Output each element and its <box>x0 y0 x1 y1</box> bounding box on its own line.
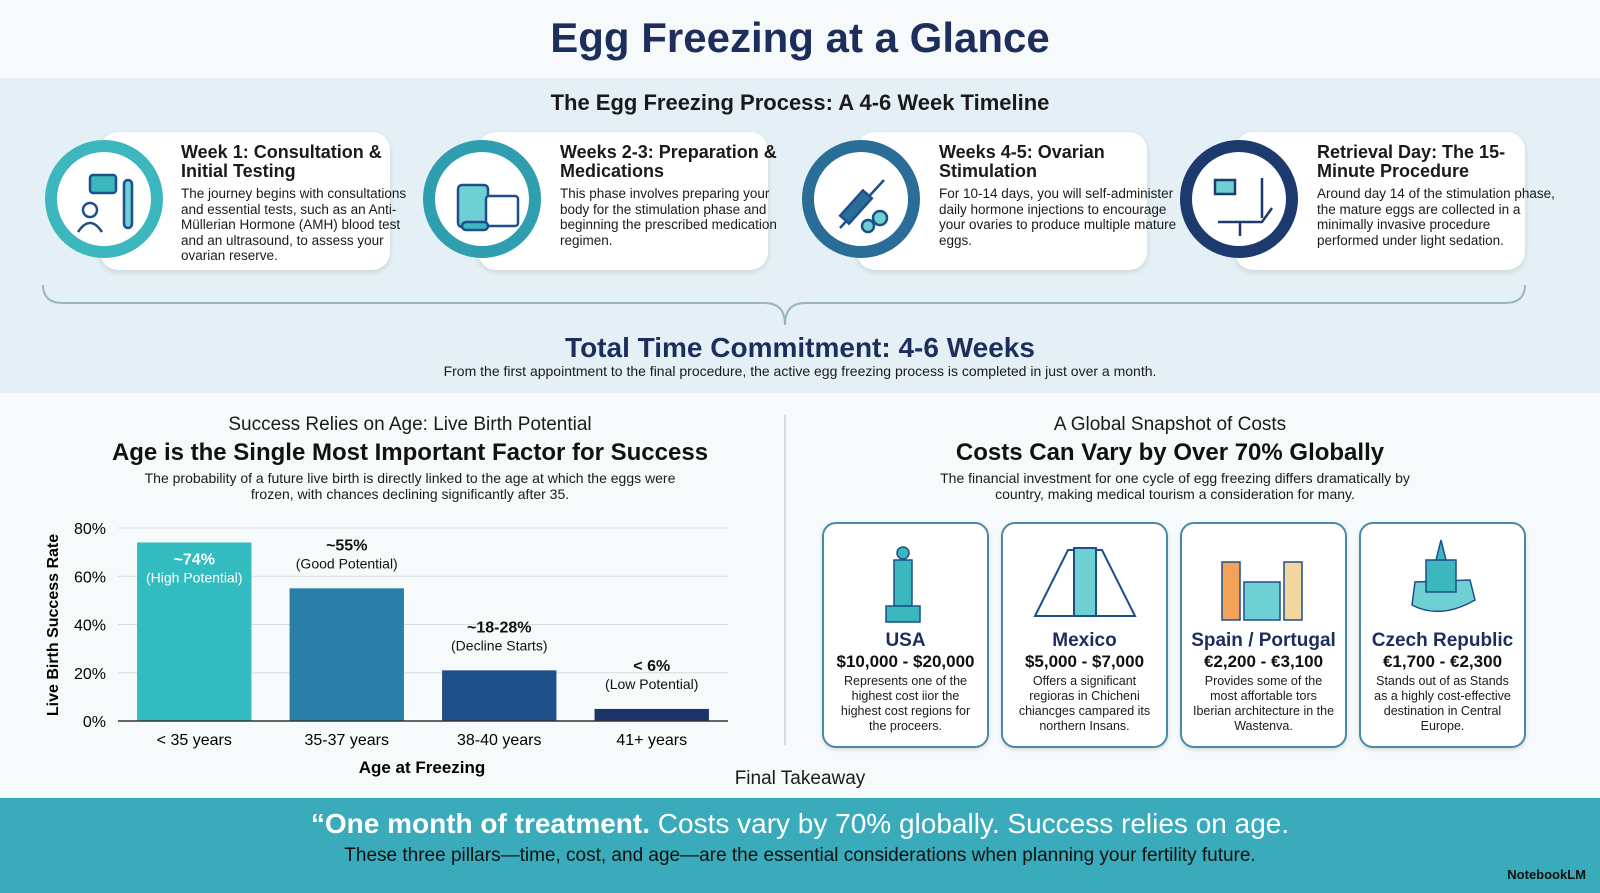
x-tick-label: 38-40 years <box>457 732 542 749</box>
step-text: Around day 14 of the stimulation phase, … <box>1317 186 1555 248</box>
x-tick-label: 41+ years <box>616 732 687 749</box>
country: Czech Republic <box>1371 630 1514 651</box>
value-label: ~18-28% <box>467 619 532 636</box>
quote-rest: Costs vary by 70% globally. Success reli… <box>657 808 1290 839</box>
costs-heading: Costs Can Vary by Over 70% Globally <box>955 439 1385 466</box>
step-text: This phase involves preparing your body … <box>560 186 777 248</box>
card-text: Provides some of the most affortable tor… <box>1192 674 1335 733</box>
icon-pyramid <box>1033 547 1137 617</box>
icon-buildings <box>1221 561 1303 621</box>
step-title: Weeks 4-5: Ovarian Stimulation <box>939 142 1105 181</box>
price: $5,000 - $7,000 <box>1024 652 1145 671</box>
bar <box>289 588 404 721</box>
y-tick-label: 80% <box>74 521 106 538</box>
price: €1,700 - €2,300 <box>1382 652 1503 671</box>
value-label: < 6% <box>633 658 670 675</box>
cost-card: Spain / Portugal €2,200 - €3,100 Provide… <box>1180 522 1347 748</box>
card-text: Represents one of the highest cost iior … <box>840 674 971 733</box>
y-axis-title: Live Birth Success Rate <box>45 534 62 716</box>
value-note: (Decline Starts) <box>451 637 547 653</box>
x-tick-label: < 35 years <box>157 732 232 749</box>
success-kicker: Success Relies on Age: Live Birth Potent… <box>228 414 592 435</box>
total-text: From the first appointment to the final … <box>443 363 1157 379</box>
footer-band <box>0 798 1600 893</box>
value-note: (High Potential) <box>146 569 243 585</box>
icon-liberty <box>885 546 921 623</box>
price: $10,000 - $20,000 <box>836 652 975 671</box>
success-heading: Age is the Single Most Important Factor … <box>111 439 709 466</box>
bar <box>442 670 557 721</box>
icon-retrieval <box>1213 178 1274 236</box>
value-label: ~74% <box>174 551 215 568</box>
card-text: Stands out of as Stands as a highly cost… <box>1374 674 1511 733</box>
timeline-brace <box>42 284 1526 326</box>
y-tick-label: 20% <box>74 666 106 683</box>
cost-card: Czech Republic €1,700 - €2,300 Stands ou… <box>1359 522 1526 748</box>
costs-text: The financial investment for one cycle o… <box>940 470 1410 502</box>
icon-injection <box>838 179 889 234</box>
step-title: Weeks 2-3: Preparation & Medications <box>560 142 777 181</box>
costs-kicker: A Global Snapshot of Costs <box>1053 414 1287 435</box>
value-label: ~55% <box>326 537 367 554</box>
x-axis-title: Age at Freezing <box>359 758 486 777</box>
price: €2,200 - €3,100 <box>1203 652 1324 671</box>
brand: NotebookLM <box>1507 867 1586 882</box>
step-text: The journey begins with consultations an… <box>181 186 407 263</box>
value-note: (Good Potential) <box>296 555 398 571</box>
footer-quote: “One month of treatment. Costs vary by 7… <box>0 808 1600 840</box>
card-text: Offers a significant regioras in Chichen… <box>1018 674 1151 733</box>
success-text: The probability of a future live birth i… <box>144 470 676 502</box>
footer-label: Final Takeaway <box>734 768 866 789</box>
total-title: Total Time Commitment: 4-6 Weeks <box>565 332 1035 363</box>
quote-bold: “One month of treatment. <box>310 808 650 839</box>
value-note: (Low Potential) <box>605 676 698 692</box>
timeline-title: The Egg Freezing Process: A 4-6 Week Tim… <box>550 90 1050 115</box>
icon-meds <box>456 183 520 232</box>
bar <box>594 708 709 721</box>
icon-consult <box>76 173 134 233</box>
y-tick-label: 0% <box>83 714 106 731</box>
country: USA <box>885 630 926 651</box>
icon-castle <box>1411 539 1476 613</box>
y-tick-label: 60% <box>74 569 106 586</box>
y-tick-label: 40% <box>74 618 106 635</box>
country: Spain / Portugal <box>1191 630 1336 651</box>
x-tick-label: 35-37 years <box>305 732 390 749</box>
step-title: Retrieval Day: The 15-Minute Procedure <box>1317 142 1506 181</box>
page-title: Egg Freezing at a Glance <box>550 14 1050 61</box>
country: Mexico <box>1052 630 1117 651</box>
step-title: Week 1: Consultation & Initial Testing <box>181 142 382 181</box>
bar <box>137 542 252 721</box>
step-text: For 10-14 days, you will self-administer… <box>939 186 1177 248</box>
footer-subquote: These three pillars—time, cost, and age—… <box>344 845 1256 866</box>
